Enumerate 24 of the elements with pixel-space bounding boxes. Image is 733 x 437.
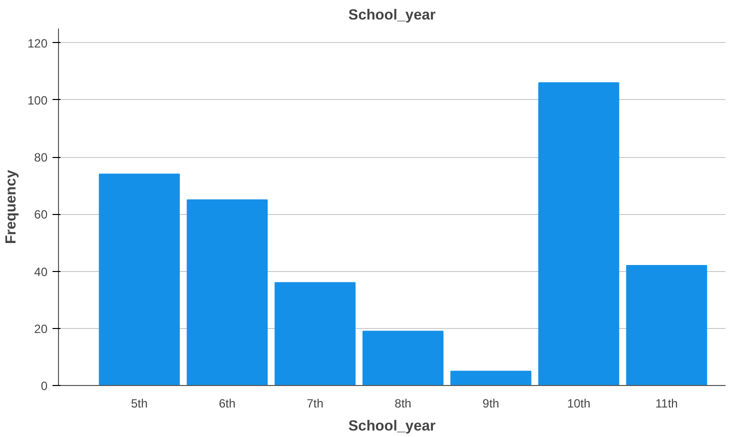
y-tick-label: 60 <box>34 208 48 222</box>
x-axis-title: School_year <box>348 418 436 434</box>
y-tick-label: 20 <box>34 322 48 336</box>
y-tick-label: 100 <box>27 93 48 108</box>
x-tick-label: 8th <box>394 396 412 410</box>
y-axis-title: Frequency <box>3 169 20 244</box>
chart-title: School_year <box>348 8 436 24</box>
x-tick-label: 6th <box>218 396 236 410</box>
bar <box>362 330 444 386</box>
y-tick-label: 80 <box>34 150 48 165</box>
x-tick-label: 10th <box>567 396 590 410</box>
bar <box>274 282 356 386</box>
y-tick-label: 120 <box>27 36 48 50</box>
bar <box>626 265 708 386</box>
x-tick-label: 9th <box>482 396 500 410</box>
bar <box>186 199 268 386</box>
bar <box>450 370 532 386</box>
y-tick-label: 40 <box>34 264 48 279</box>
bar <box>98 174 180 386</box>
x-tick-label: 5th <box>131 396 148 410</box>
bar <box>538 82 620 386</box>
x-tick-label: 11th <box>655 396 678 410</box>
x-tick-label: 7th <box>306 396 324 410</box>
y-tick-label: 0 <box>40 379 48 393</box>
